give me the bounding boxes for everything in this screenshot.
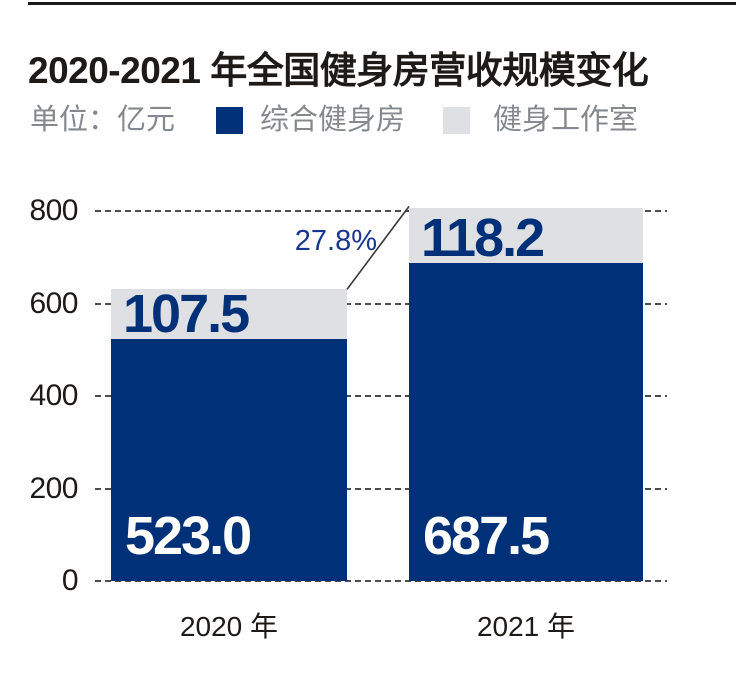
x-tick-label-1: 2021 年 xyxy=(476,611,576,642)
chart-title: 2020-2021 年全国健身房营收规模变化 xyxy=(28,50,649,91)
unit-label: 单位：亿元 xyxy=(30,104,176,136)
y-tick-label-600: 600 xyxy=(29,286,78,320)
y-tick-label-800: 800 xyxy=(29,194,78,227)
legend-swatch-fitness-studio xyxy=(443,107,470,134)
y-tick-label-200: 200 xyxy=(29,471,78,505)
y-tick-label-0: 0 xyxy=(61,564,79,597)
bar-segment-primary-0 xyxy=(111,339,347,581)
value-label-secondary-1: 118.2 xyxy=(421,208,545,269)
bar-segment-secondary-1 xyxy=(409,208,643,264)
gridline-200 xyxy=(95,487,667,490)
gridline-600 xyxy=(95,302,667,305)
gridline-400 xyxy=(95,395,667,397)
legend-label-fitness-studio: 健身工作室 xyxy=(493,104,639,136)
value-label-primary-1: 687.5 xyxy=(423,506,550,566)
value-label-primary-0: 523.0 xyxy=(125,506,252,566)
y-tick-label-400: 400 xyxy=(29,379,78,412)
bar-segment-secondary-0 xyxy=(111,289,347,340)
bar-segment-primary-1 xyxy=(409,263,643,581)
x-tick-label-0: 2020 年 xyxy=(179,611,279,642)
growth-annotation: 27.8% xyxy=(294,225,377,257)
value-label-secondary-0: 107.5 xyxy=(123,284,250,345)
gridline-0 xyxy=(95,580,667,582)
top-rule xyxy=(28,2,736,5)
legend: 单位：亿元 综合健身房 健身工作室 xyxy=(0,100,736,140)
legend-label-comprehensive-gym: 综合健身房 xyxy=(260,104,406,136)
legend-swatch-comprehensive-gym xyxy=(216,107,243,134)
